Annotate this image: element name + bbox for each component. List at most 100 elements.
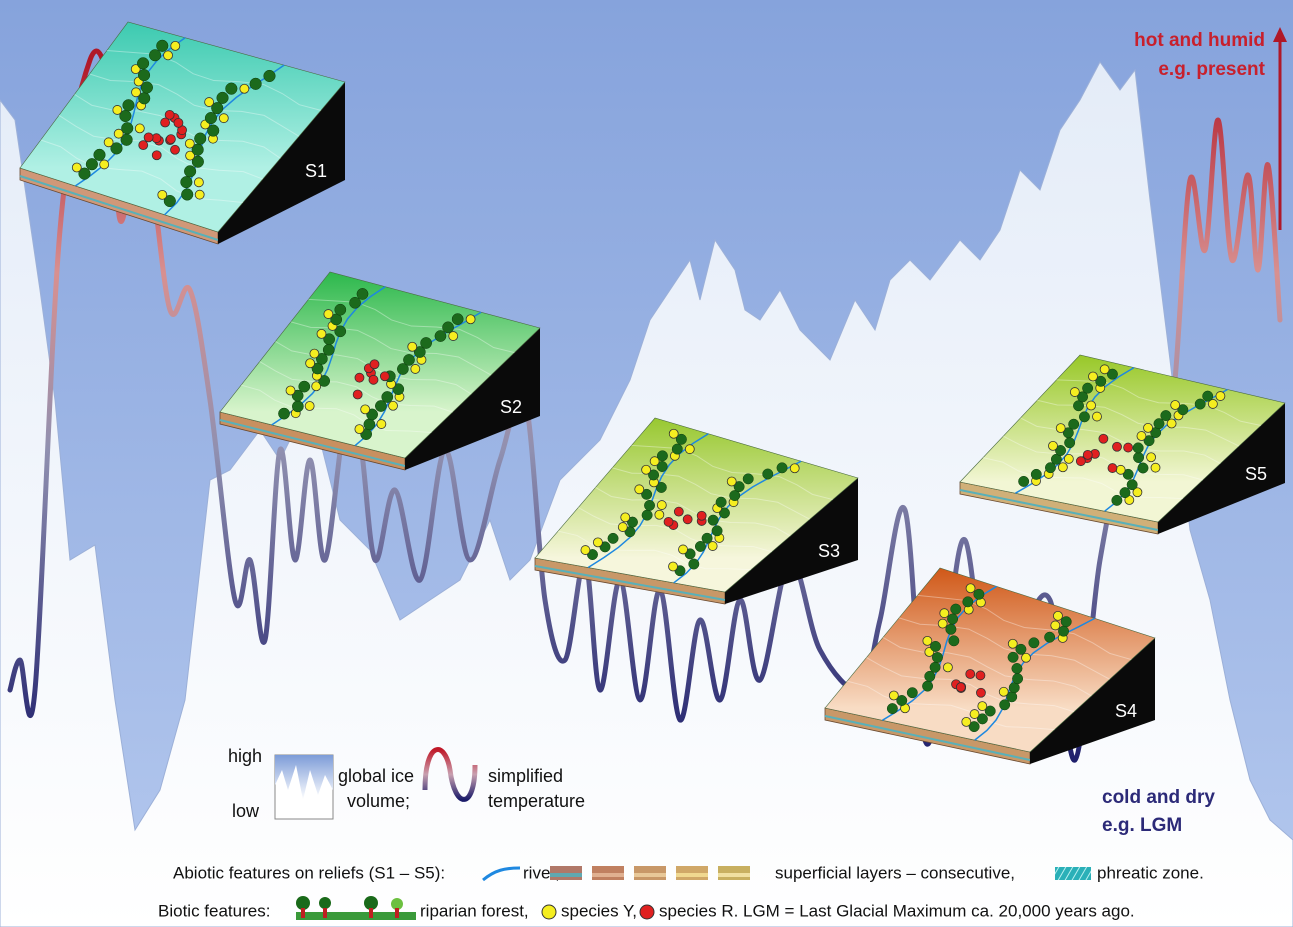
species-y	[1099, 364, 1110, 375]
species-y	[668, 561, 678, 572]
tree	[1111, 494, 1123, 506]
legend-text: global ice	[338, 766, 414, 786]
species-y	[620, 512, 631, 523]
tree	[648, 469, 660, 481]
relief-stripe	[534, 565, 726, 601]
species-r	[1112, 441, 1122, 452]
tree	[1077, 391, 1089, 403]
tree	[211, 102, 224, 115]
tree	[316, 353, 328, 365]
relief-side	[725, 478, 858, 604]
relief-side	[1030, 638, 1155, 764]
tree	[1133, 452, 1145, 463]
tree	[291, 389, 304, 402]
tree	[930, 640, 941, 652]
species-y	[654, 509, 665, 520]
tree	[999, 699, 1011, 711]
tree	[207, 124, 220, 137]
species-y	[163, 50, 173, 61]
tree	[323, 333, 335, 346]
tree	[1160, 410, 1172, 422]
tree	[1045, 462, 1056, 474]
tree	[122, 99, 135, 112]
species-r	[975, 670, 986, 681]
tree	[85, 158, 98, 171]
tree	[1143, 435, 1155, 447]
species-y	[170, 40, 181, 51]
species-y	[130, 64, 141, 75]
tree	[381, 391, 394, 403]
ice-icon	[275, 755, 333, 800]
species-y	[707, 541, 718, 551]
species-r	[164, 109, 175, 120]
species-y	[305, 358, 316, 369]
tree	[1018, 475, 1030, 487]
species-y	[218, 113, 229, 124]
species-y	[103, 137, 114, 148]
tree	[397, 363, 409, 375]
tree	[1007, 651, 1019, 663]
species-y	[1086, 400, 1096, 411]
relief-side	[218, 82, 345, 244]
legend-text: simplified	[488, 766, 563, 786]
tree	[413, 346, 426, 358]
relief: S1	[19, 21, 346, 245]
tree	[149, 49, 162, 62]
tree	[434, 330, 447, 342]
legend-text: low	[232, 801, 260, 821]
tree	[1202, 390, 1214, 402]
tree	[191, 155, 204, 168]
species-y	[407, 341, 418, 352]
relief-label: S4	[1115, 701, 1137, 721]
species-r	[143, 132, 154, 143]
species-y	[1007, 638, 1018, 649]
species-y	[410, 364, 421, 374]
tree	[1137, 462, 1149, 474]
tree	[924, 670, 936, 682]
tree	[1028, 637, 1040, 649]
tree	[729, 490, 741, 502]
species-y	[112, 105, 123, 115]
species-r	[166, 134, 176, 145]
species-y	[617, 522, 628, 532]
species-y	[354, 424, 365, 435]
species-y	[726, 476, 737, 487]
species-r	[976, 687, 986, 698]
species-y	[684, 444, 695, 455]
contour	[917, 594, 1132, 661]
tree	[1153, 418, 1165, 430]
species-y	[641, 464, 652, 475]
species-r	[160, 117, 171, 128]
contour	[882, 636, 1092, 697]
tree	[1050, 453, 1062, 465]
tree	[948, 635, 960, 647]
species-r	[170, 144, 180, 155]
tree	[1106, 368, 1118, 380]
relief-side	[1158, 403, 1285, 534]
tree	[945, 623, 957, 635]
hot-label: e.g. present	[1158, 59, 1265, 80]
tree	[1095, 375, 1107, 387]
species-y	[937, 618, 948, 629]
species-y	[656, 500, 667, 510]
relief-label: S2	[500, 397, 522, 417]
contour	[1020, 417, 1221, 464]
footer-text: LGM = Last Glacial Maximum ca. 20,000 ye…	[743, 901, 1135, 920]
tree	[298, 380, 311, 393]
relief: S5	[959, 354, 1286, 535]
species-y	[309, 348, 320, 359]
forest-icons	[296, 896, 416, 920]
tree	[719, 507, 730, 519]
temperature-icon	[422, 747, 478, 802]
tree	[931, 652, 943, 663]
species-y	[204, 97, 215, 107]
relief: S4	[824, 567, 1156, 765]
species-y	[965, 583, 976, 594]
contour	[631, 444, 833, 501]
tree	[1194, 398, 1206, 410]
species-y	[1050, 620, 1061, 631]
tree	[694, 540, 706, 552]
tree	[688, 558, 700, 570]
species-r	[1098, 433, 1109, 444]
species-r	[955, 682, 966, 693]
